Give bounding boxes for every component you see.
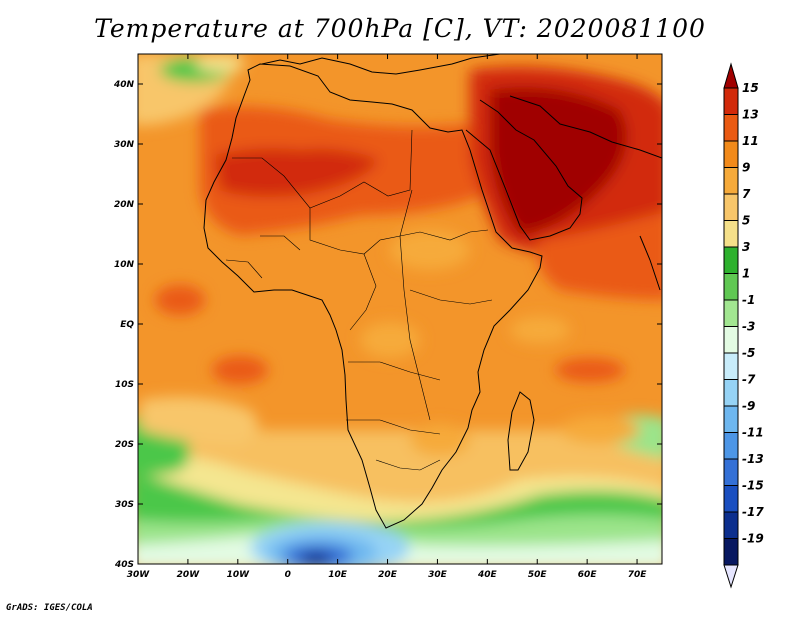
colorbar-label: -11 bbox=[742, 426, 764, 440]
colorbar-top-arrow bbox=[723, 62, 739, 89]
colorbar-label: -3 bbox=[742, 320, 755, 334]
colorbar-segment bbox=[723, 405, 739, 433]
colorbar-bottom-arrow bbox=[723, 564, 739, 589]
colorbar-segment bbox=[723, 246, 739, 274]
colorbar-segment bbox=[723, 87, 739, 115]
lat-label: EQ bbox=[120, 320, 134, 330]
lat-label: 40S bbox=[114, 560, 134, 570]
colorbar-segment bbox=[723, 511, 739, 539]
colorbar-label: 15 bbox=[742, 81, 759, 95]
colorbar-label: -5 bbox=[742, 346, 755, 360]
lon-label: 20W bbox=[177, 570, 201, 580]
colorbar-segment bbox=[723, 140, 739, 168]
map-frame bbox=[137, 53, 663, 565]
colorbar-label: 5 bbox=[742, 214, 750, 228]
colorbar-label: 11 bbox=[742, 134, 759, 148]
lat-label: 30S bbox=[115, 500, 134, 510]
colorbar-label: -15 bbox=[742, 479, 764, 493]
lat-label: 40N bbox=[113, 80, 135, 90]
colorbar-label: -1 bbox=[742, 293, 755, 307]
colorbar-segment bbox=[723, 193, 739, 221]
lon-label: 20E bbox=[378, 570, 398, 580]
longitude-ticks: 30W 20W 10W 0 10E 20E 30E 40E 50E 60E 70E bbox=[127, 54, 647, 580]
lon-label: 0 bbox=[285, 570, 291, 580]
colorbar-segment bbox=[723, 114, 739, 142]
lat-label: 20S bbox=[115, 440, 134, 450]
colorbar-segment bbox=[723, 273, 739, 301]
colorbar-segment bbox=[723, 458, 739, 486]
colorbar-label: 13 bbox=[742, 108, 759, 122]
colorbar-segment bbox=[723, 432, 739, 460]
colorbar-label: -13 bbox=[742, 452, 764, 466]
colorbar-segment bbox=[723, 167, 739, 195]
coastlines bbox=[203, 54, 662, 529]
colorbar-label: 7 bbox=[742, 187, 751, 201]
lon-label: 70E bbox=[628, 570, 648, 580]
temperature-field bbox=[138, 54, 662, 564]
lat-label: 10N bbox=[114, 260, 135, 270]
colorbar-segment bbox=[723, 299, 739, 327]
colorbar-segment bbox=[723, 538, 739, 566]
grads-credit: GrADS: IGES/COLA bbox=[6, 603, 93, 613]
lon-label: 10W bbox=[227, 570, 251, 580]
colorbar-label: -19 bbox=[742, 532, 764, 546]
lon-label: 10E bbox=[328, 570, 348, 580]
map-title: Temperature at 700hPa [C], VT: 202008110… bbox=[94, 14, 706, 43]
lat-label: 20N bbox=[114, 200, 135, 210]
lon-label: 30E bbox=[428, 570, 448, 580]
lon-label: 30W bbox=[127, 570, 151, 580]
colorbar-label: 9 bbox=[742, 161, 750, 175]
colorbar-segment bbox=[723, 326, 739, 354]
colorbar-label: 3 bbox=[742, 240, 750, 254]
colorbar-segment bbox=[723, 352, 739, 380]
colorbar-label: -9 bbox=[742, 399, 755, 413]
colorbar-label: -17 bbox=[742, 505, 764, 519]
country-borders bbox=[225, 129, 493, 471]
colorbar-segment bbox=[723, 485, 739, 513]
latitude-ticks: 40N 30N 20N 10N EQ 10S 20S 30S 40S bbox=[113, 80, 662, 570]
colorbar-segment bbox=[723, 379, 739, 407]
colorbar-label: 1 bbox=[742, 267, 750, 281]
lon-label: 50E bbox=[528, 570, 548, 580]
colorbar-segment bbox=[723, 220, 739, 248]
lat-label: 30N bbox=[114, 140, 135, 150]
colorbar: 15 13 11 9 7 5 3 1 -1 -3 -5 -7 -9 -11 -13 -15 -17 -19 bbox=[723, 62, 764, 589]
lon-label: 40E bbox=[477, 570, 498, 580]
lat-label: 10S bbox=[115, 380, 134, 390]
colorbar-label: -7 bbox=[742, 373, 756, 387]
lon-label: 60E bbox=[578, 570, 598, 580]
